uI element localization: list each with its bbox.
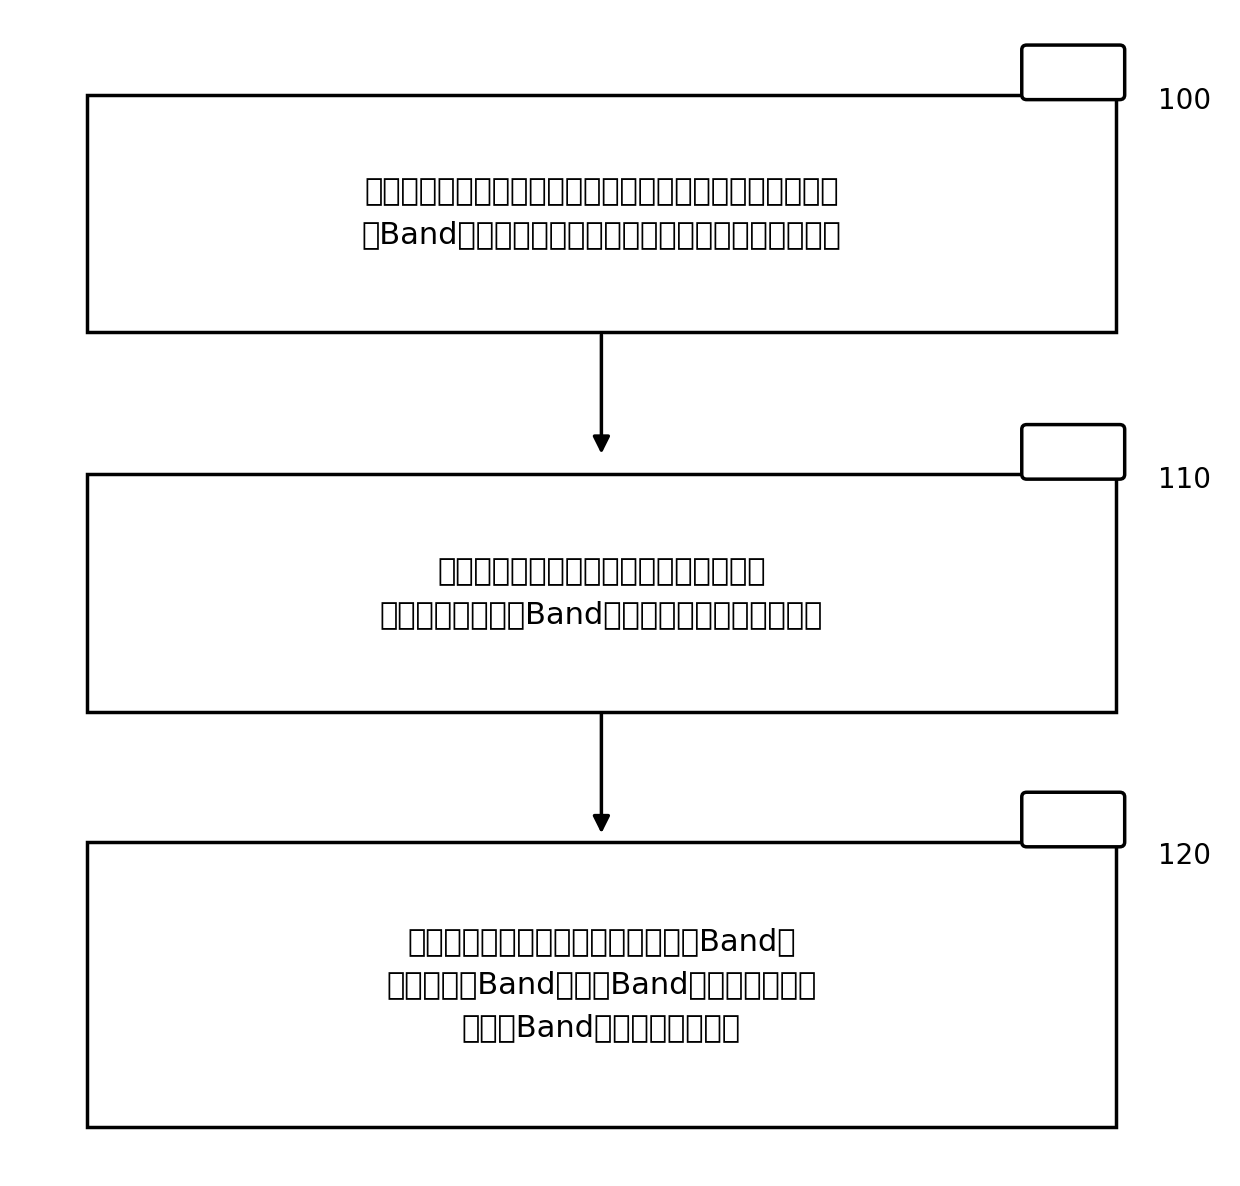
FancyBboxPatch shape [1022,425,1125,479]
Text: 110: 110 [1158,466,1210,495]
FancyBboxPatch shape [87,842,1116,1127]
FancyBboxPatch shape [87,474,1116,712]
Text: 120: 120 [1158,842,1210,871]
FancyBboxPatch shape [87,95,1116,332]
Text: 100: 100 [1158,87,1210,115]
FancyBboxPatch shape [1022,45,1125,100]
FancyBboxPatch shape [1022,792,1125,847]
Text: 终端接收到基站侧发送的网络资源重配置消息时，确定在第
一Band内当前使用的物理频点所对应的第一绝对频点号: 终端接收到基站侧发送的网络资源重配置消息时，确定在第 一Band内当前使用的物理… [362,178,841,249]
Text: 终端基于第二绝对频点号切换至第二Band，
并根据第一Band和第二Band的通道特性差，
对第二Band进行通道发送补偿: 终端基于第二绝对频点号切换至第二Band， 并根据第一Band和第二Band的通… [387,927,816,1041]
Text: 终端基于第一绝对频点号，计算物理频点
在自身支持的第二Band内所对应的第二绝对频点号: 终端基于第一绝对频点号，计算物理频点 在自身支持的第二Band内所对应的第二绝对… [379,557,823,629]
